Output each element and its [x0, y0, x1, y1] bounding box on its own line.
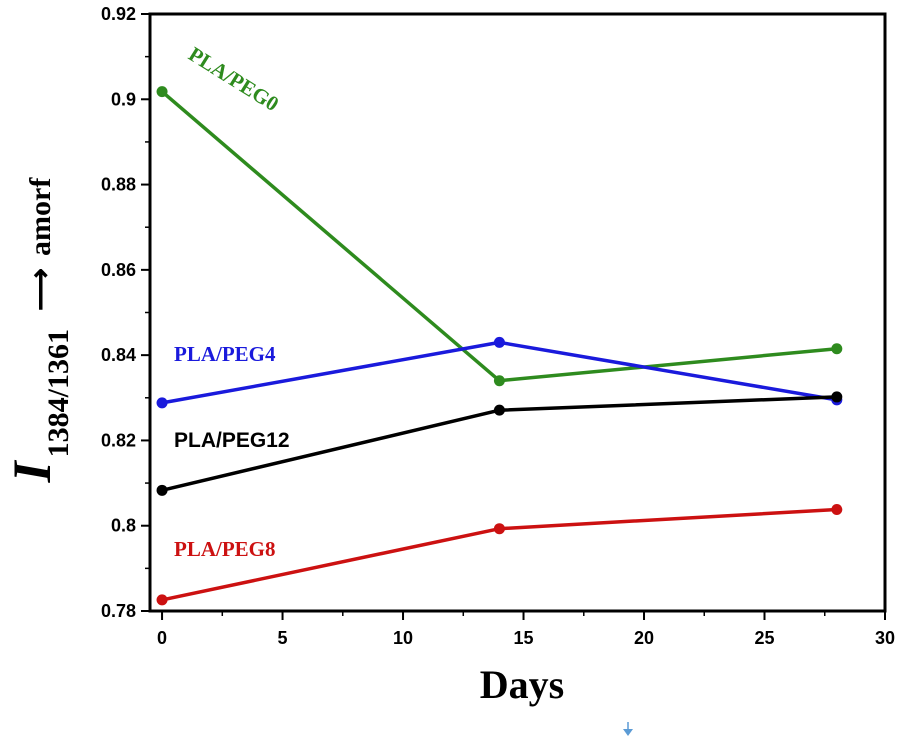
y-tick-label: 0.8 [111, 516, 136, 536]
data-point-pla-peg12 [831, 391, 843, 403]
x-tick-label: 10 [393, 628, 413, 648]
y-axis-label-main: I [2, 459, 62, 483]
y-axis-label: I 1384/1361 ⟶ amorf [2, 177, 75, 484]
axes-layer: 0 5 10 15 20 25 30 0.78 0.8 0.82 0.84 0.86 0.88 0.9 0.… [101, 4, 895, 648]
labels-layer: Days I 1384/1361 ⟶ amorf PLA/PEG0 PLA/PE… [2, 42, 564, 707]
y-tick-label: 0.9 [111, 89, 136, 109]
x-tick-label: 20 [634, 628, 654, 648]
y-axis-label-arrow: ⟶ [24, 268, 57, 311]
series-label-pla-peg12: PLA/PEG12 [174, 429, 290, 452]
data-point-pla-peg8 [831, 504, 843, 516]
data-point-pla-peg0 [831, 343, 843, 355]
data-point-pla-peg8 [493, 523, 505, 535]
series-label-pla-peg8: PLA/PEG8 [174, 537, 276, 561]
y-tick-label: 0.84 [101, 345, 136, 365]
data-point-pla-peg12 [493, 404, 505, 416]
down-arrow-icon [623, 722, 633, 736]
x-tick-label: 0 [157, 628, 167, 648]
svg-text:I 1384/1361 ⟶: I 1384/1361 ⟶ amorf [2, 177, 75, 484]
series-layer [156, 86, 843, 606]
x-tick-label: 5 [278, 628, 288, 648]
y-tick-label: 0.82 [101, 430, 136, 450]
series-label-pla-peg4: PLA/PEG4 [174, 342, 276, 366]
data-point-pla-peg0 [493, 375, 505, 387]
series-label-pla-peg0: PLA/PEG0 [184, 42, 283, 116]
x-tick-label: 15 [514, 628, 534, 648]
data-point-pla-peg8 [156, 594, 168, 606]
y-axis-label-subscript: 1384/1361 [42, 329, 75, 457]
data-point-pla-peg12 [156, 484, 168, 496]
data-point-pla-peg0 [156, 86, 168, 98]
y-axis-label-suffix: amorf [24, 177, 57, 256]
x-tick-label: 25 [754, 628, 774, 648]
y-tick-label: 0.86 [101, 260, 136, 280]
x-tick-label: 30 [875, 628, 895, 648]
data-point-pla-peg4 [493, 336, 505, 348]
y-tick-label: 0.78 [101, 601, 136, 621]
data-point-pla-peg4 [156, 397, 168, 409]
y-tick-label: 0.88 [101, 175, 136, 195]
x-axis-label: Days [480, 662, 564, 707]
y-tick-label: 0.92 [101, 4, 136, 24]
